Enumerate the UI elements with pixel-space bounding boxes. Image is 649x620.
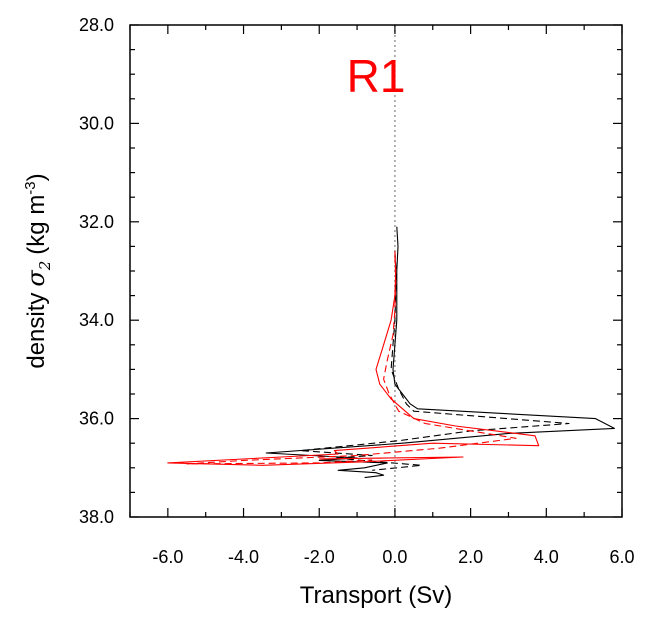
x-tick-label: -6.0 (152, 547, 183, 567)
y-axis-title-units-superscript: -3 (22, 181, 39, 194)
y-tick-label: 38.0 (79, 507, 114, 527)
y-axis-title-subscript: 2 (36, 261, 54, 272)
series-line-3 (167, 251, 540, 466)
series-layer (167, 226, 615, 479)
x-tick-label: -2.0 (304, 547, 335, 567)
y-axis-title: density σ2 (kg m-3) (22, 173, 54, 368)
x-tick-label: 0.0 (382, 547, 407, 567)
y-tick-label: 34.0 (79, 310, 114, 330)
x-tick-label: 2.0 (458, 547, 483, 567)
y-axis-title-units-close: ) (23, 173, 50, 181)
y-axis-title-prefix: density (23, 293, 50, 369)
y-tick-label: 30.0 (79, 113, 114, 133)
series-line-2 (299, 251, 570, 471)
series-line-4 (186, 256, 517, 465)
x-axis-title: Transport (Sv) (300, 582, 452, 609)
chart-title: R1 (347, 50, 406, 102)
y-tick-label: 36.0 (79, 409, 114, 429)
tick-layer: -6.0 -4.0 -2.0 0.0 2.0 4.0 6.0 28.0 30.0 32.0 34.0… (79, 15, 635, 567)
x-tick-label: 6.0 (609, 547, 634, 567)
y-axis-title-symbol: σ (22, 270, 50, 287)
y-axis-title-units: (kg m (23, 195, 50, 255)
x-tick-label: -4.0 (228, 547, 259, 567)
x-tick-label: 4.0 (534, 547, 559, 567)
y-tick-label: 28.0 (79, 15, 114, 35)
series-line-1 (265, 226, 615, 479)
y-tick-label: 32.0 (79, 212, 114, 232)
